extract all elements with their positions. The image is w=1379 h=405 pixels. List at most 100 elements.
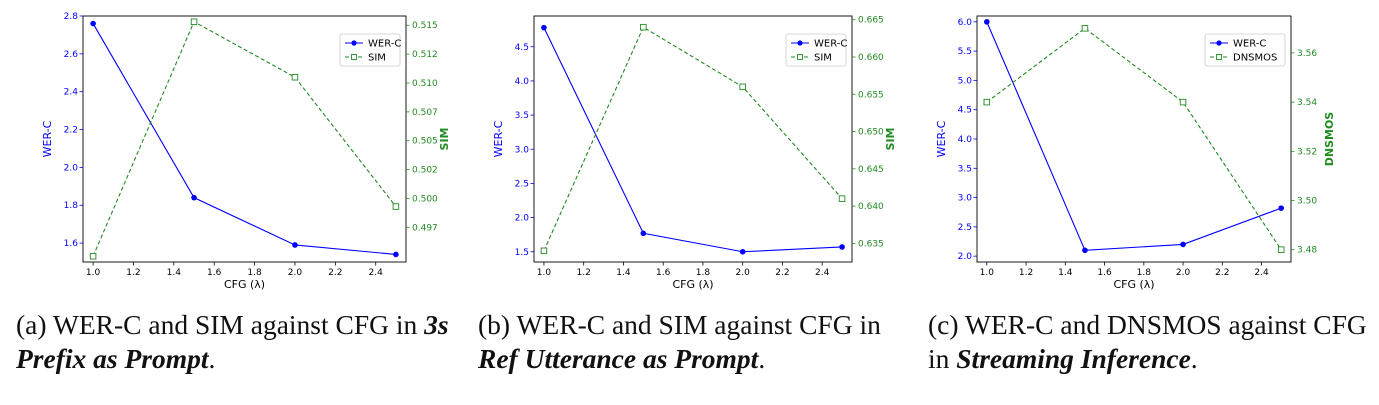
x-tick-label: 1.8 [696, 268, 711, 278]
x-axis-label: CFG (λ) [1113, 278, 1154, 291]
left-y-axis-label: WER-C [935, 120, 948, 157]
right-y-tick-label: 0.515 [412, 21, 438, 31]
caption-end: . [758, 343, 766, 374]
right-series-point [739, 83, 746, 91]
caption-end: . [1190, 343, 1198, 374]
right-series-point [1277, 246, 1285, 253]
right-series-line [92, 21, 397, 257]
right-series-point [392, 203, 400, 210]
right-series-point [1179, 98, 1187, 106]
x-tick-label: 1.2 [1019, 268, 1033, 278]
right-y-tick-label: 0.500 [412, 194, 438, 204]
legend-label-left: WER-C [368, 39, 401, 50]
x-tick-label: 2.0 [1176, 268, 1191, 278]
caption-text: WER-C and SIM against CFG in [516, 309, 881, 340]
right-series-point [838, 195, 846, 202]
legend-marker-left [351, 40, 357, 46]
x-axis-label: CFG (λ) [224, 278, 265, 291]
left-y-tick-label: 2.0 [515, 214, 530, 224]
x-tick-label: 1.4 [167, 268, 182, 278]
left-series-point [1082, 247, 1088, 254]
right-series-point [540, 247, 548, 255]
right-y-tick-label: 0.645 [858, 165, 884, 175]
right-series-line [543, 26, 843, 252]
x-tick-label: 1.0 [86, 268, 101, 278]
caption-emphasis: 3s Prefix as Prompt [16, 309, 449, 374]
left-y-tick-label: 1.8 [64, 201, 79, 211]
left-y-tick-label: 6.0 [958, 18, 973, 28]
right-y-tick-label: 0.507 [412, 108, 438, 118]
right-y-tick-label: 3.54 [1297, 98, 1317, 108]
chart-c: 1.0 1.2 1.4 1.6 1.8 2.0 2.2 2.4 CFG (λ) 2.0 2.5 3.0… [935, 15, 1336, 291]
left-y-axis-label: WER-C [41, 120, 54, 157]
left-series-point [739, 248, 746, 255]
legend-marker-right [1216, 54, 1222, 60]
right-series-point [89, 252, 97, 260]
right-series-point [291, 73, 299, 81]
legend-box [1204, 33, 1286, 67]
panel-a: 1.0 1.2 1.4 1.6 1.8 2.0 2.2 2.4 CFG (λ) 1.6 1.8 2.0… [16, 0, 466, 405]
caption-end: . [208, 343, 216, 374]
left-y-tick-label: 2.0 [64, 163, 79, 173]
right-y-tick-label: 0.502 [412, 166, 438, 176]
x-tick-label: 1.4 [616, 268, 631, 278]
caption-a: (a) WER-C and SIM against CFG in 3s Pref… [16, 308, 456, 376]
left-y-tick-label: 4.5 [958, 106, 972, 116]
x-tick-label: 1.6 [656, 268, 671, 278]
right-series-point [1081, 25, 1089, 32]
left-series-point [292, 242, 298, 248]
left-y-tick-label: 1.5 [515, 248, 529, 258]
x-tick-label: 1.6 [1097, 268, 1112, 278]
left-series-point [90, 20, 96, 27]
caption-text: WER-C and SIM against CFG in [52, 309, 418, 340]
x-tick-label: 1.2 [577, 268, 591, 278]
right-y-tick-label: 0.510 [412, 79, 438, 89]
caption-text: WER-C and DNSMOS against CFG in [928, 309, 1367, 374]
left-y-tick-label: 3.0 [515, 145, 530, 155]
left-y-tick-label: 3.5 [958, 164, 972, 174]
legend-marker-left [797, 40, 803, 46]
caption-c: (c) WER-C and DNSMOS against CFG in Stre… [928, 308, 1368, 376]
caption-label: (b) [478, 309, 511, 340]
right-y-tick-label: 0.635 [858, 239, 884, 249]
right-y-tick-label: 3.52 [1297, 147, 1317, 157]
caption-label: (c) [928, 309, 959, 340]
caption-emphasis: Ref Utterance as Prompt [478, 343, 759, 374]
right-y-tick-label: 0.650 [858, 128, 884, 138]
x-tick-label: 1.0 [537, 268, 552, 278]
caption-label: (a) [16, 309, 47, 340]
x-tick-label: 2.4 [815, 268, 830, 278]
panel-b: 1.0 1.2 1.4 1.6 1.8 2.0 2.2 2.4 CFG (λ) 1.5 2.0 2.5… [478, 0, 928, 405]
chart-b: 1.0 1.2 1.4 1.6 1.8 2.0 2.2 2.4 CFG (λ) 1.5 2.0 2.5… [492, 15, 897, 291]
left-y-tick-label: 2.5 [958, 223, 972, 233]
right-y-tick-label: 0.505 [412, 137, 438, 147]
right-y-tick-label: 3.48 [1297, 246, 1317, 256]
x-tick-label: 2.2 [1215, 268, 1229, 278]
right-y-tick-label: 0.665 [858, 16, 884, 26]
left-series-line [986, 21, 1282, 251]
left-series-point [541, 24, 547, 31]
x-tick-label: 1.4 [1058, 268, 1073, 278]
x-tick-label: 1.2 [126, 268, 140, 278]
left-y-tick-label: 5.5 [958, 47, 972, 57]
right-y-axis-label: SIM [438, 128, 451, 151]
right-series-line [986, 27, 1282, 251]
legend-marker-right [797, 54, 803, 60]
left-y-tick-label: 1.6 [64, 239, 79, 249]
left-y-tick-label: 2.8 [64, 12, 79, 22]
left-y-tick-label: 4.0 [958, 135, 973, 145]
left-y-axis-label: WER-C [492, 120, 505, 157]
legend-label-right: SIM [814, 53, 832, 64]
x-tick-label: 2.0 [288, 268, 303, 278]
left-y-tick-label: 4.5 [515, 43, 529, 53]
left-y-tick-label: 5.0 [958, 76, 973, 86]
right-y-tick-label: 0.655 [858, 90, 884, 100]
panel-c: 1.0 1.2 1.4 1.6 1.8 2.0 2.2 2.4 CFG (λ) 2.0 2.5 3.0… [928, 0, 1378, 405]
left-y-tick-label: 2.4 [64, 88, 79, 98]
x-tick-label: 2.2 [775, 268, 789, 278]
legend-marker-left [1216, 40, 1222, 46]
right-y-axis-label: SIM [884, 128, 897, 151]
x-tick-label: 2.4 [369, 268, 384, 278]
x-tick-label: 1.6 [207, 268, 222, 278]
left-series-point [1180, 241, 1186, 248]
